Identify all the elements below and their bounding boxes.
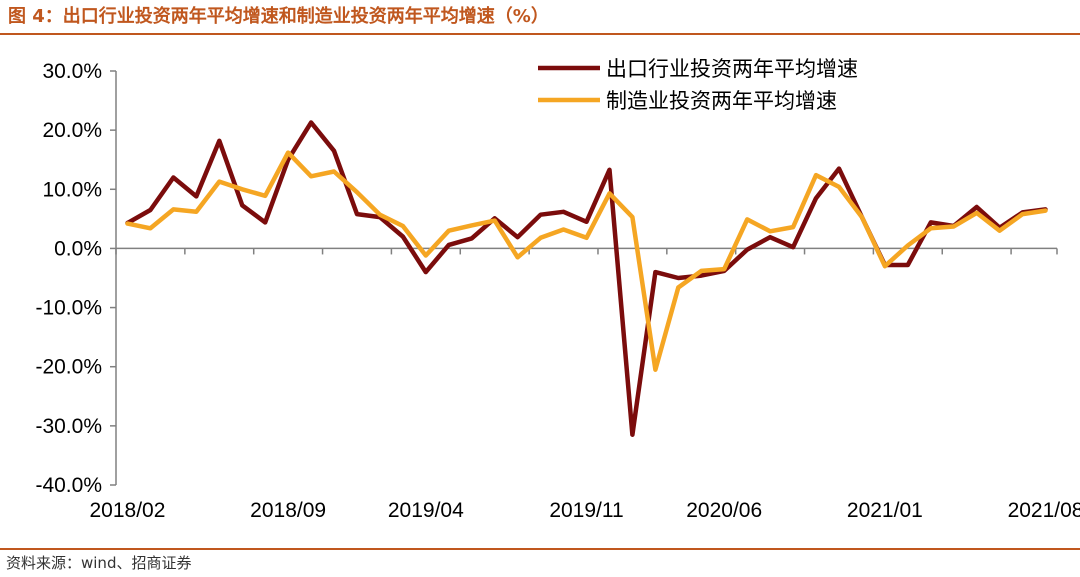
x-tick-label: 2021/08 bbox=[1008, 499, 1080, 522]
y-tick-label: 10.0% bbox=[42, 178, 102, 201]
legend-label-2: 制造业投资两年平均增速 bbox=[606, 89, 837, 113]
x-tick-label: 2020/06 bbox=[686, 499, 762, 522]
x-tick-label: 2019/04 bbox=[388, 499, 464, 522]
line-chart: 30.0% 20.0% 10.0% 0.0% -10.0% -20.0% -30.0% -40… bbox=[35, 57, 1080, 522]
source-divider bbox=[0, 548, 1080, 550]
y-tick-label: -20.0% bbox=[35, 356, 102, 379]
y-tick-label: 30.0% bbox=[42, 60, 102, 83]
x-tick-label: 2021/01 bbox=[847, 499, 923, 522]
series-line-2 bbox=[125, 150, 1048, 372]
title-divider bbox=[0, 33, 1080, 35]
x-tick-label: 2018/09 bbox=[250, 499, 326, 522]
x-tick-label: 2019/11 bbox=[549, 499, 623, 522]
x-tick-label: 2018/02 bbox=[90, 499, 166, 522]
source-note: 资料来源：wind、招商证券 bbox=[6, 554, 192, 572]
y-tick-label: 0.0% bbox=[54, 237, 102, 260]
chart-title: 图 4：出口行业投资两年平均增速和制造业投资两年平均增速（%） bbox=[8, 6, 549, 27]
y-tick-label: 20.0% bbox=[42, 119, 102, 142]
y-tick-label: -10.0% bbox=[35, 297, 102, 320]
y-tick-label: -40.0% bbox=[35, 474, 102, 497]
y-tick-label: -30.0% bbox=[35, 415, 102, 438]
legend-label-1: 出口行业投资两年平均增速 bbox=[606, 57, 858, 81]
series-line-1 bbox=[125, 120, 1048, 437]
